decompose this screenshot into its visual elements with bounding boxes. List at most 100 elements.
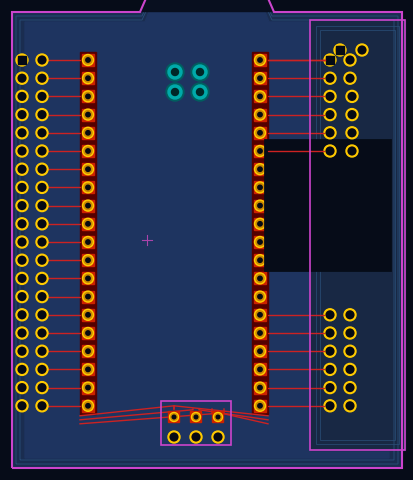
Bar [82, 54, 94, 66]
Circle shape [345, 127, 357, 139]
Circle shape [325, 93, 333, 100]
Circle shape [257, 131, 261, 135]
Circle shape [85, 276, 90, 281]
Circle shape [343, 345, 355, 357]
Circle shape [345, 402, 353, 410]
Bar [18, 56, 26, 64]
Circle shape [345, 74, 353, 82]
Circle shape [254, 55, 265, 65]
Circle shape [18, 129, 26, 137]
Circle shape [85, 331, 90, 335]
Circle shape [325, 384, 333, 392]
Circle shape [254, 364, 265, 375]
Circle shape [16, 200, 28, 212]
Circle shape [38, 256, 46, 264]
Circle shape [82, 237, 93, 248]
Bar [82, 108, 94, 120]
Circle shape [255, 384, 263, 392]
Circle shape [257, 385, 261, 390]
Circle shape [347, 92, 355, 100]
Circle shape [323, 363, 335, 375]
Circle shape [257, 112, 261, 117]
Circle shape [85, 185, 90, 190]
Circle shape [18, 92, 26, 100]
Circle shape [84, 311, 92, 319]
Bar [254, 345, 266, 357]
Circle shape [255, 147, 263, 155]
Circle shape [18, 110, 26, 119]
Circle shape [345, 56, 353, 64]
Circle shape [254, 182, 265, 193]
Polygon shape [140, 0, 273, 12]
Bar [309, 20, 404, 450]
Circle shape [38, 93, 46, 100]
Circle shape [325, 402, 333, 409]
Circle shape [18, 275, 26, 282]
Bar [254, 254, 266, 266]
Circle shape [18, 238, 26, 246]
Circle shape [38, 347, 46, 355]
Circle shape [38, 74, 46, 82]
Circle shape [323, 345, 335, 357]
Circle shape [84, 256, 92, 264]
Bar [254, 218, 266, 230]
Circle shape [18, 311, 26, 319]
Circle shape [36, 218, 48, 230]
Bar [252, 52, 267, 414]
Circle shape [18, 111, 26, 119]
Circle shape [254, 109, 265, 120]
Circle shape [347, 147, 355, 155]
Circle shape [254, 327, 265, 338]
Circle shape [325, 348, 333, 355]
Circle shape [84, 92, 92, 100]
Circle shape [82, 164, 93, 175]
Circle shape [343, 72, 355, 84]
Circle shape [38, 384, 46, 391]
Circle shape [36, 181, 48, 193]
Bar [309, 20, 404, 450]
Circle shape [254, 382, 265, 393]
Circle shape [255, 275, 263, 282]
Circle shape [16, 72, 28, 84]
Circle shape [254, 127, 265, 138]
Circle shape [85, 349, 90, 353]
Circle shape [257, 240, 261, 244]
Bar [254, 327, 266, 339]
Bar [190, 411, 201, 422]
Circle shape [257, 294, 261, 299]
Circle shape [345, 145, 357, 157]
Circle shape [345, 366, 353, 373]
Circle shape [345, 365, 353, 373]
Circle shape [325, 365, 333, 373]
Circle shape [36, 327, 48, 339]
Circle shape [36, 290, 48, 302]
Circle shape [325, 311, 333, 319]
Circle shape [254, 145, 265, 156]
Circle shape [38, 275, 46, 282]
Circle shape [325, 329, 333, 337]
Circle shape [16, 163, 28, 175]
Circle shape [85, 312, 90, 317]
Circle shape [36, 254, 48, 266]
Circle shape [343, 327, 355, 339]
Circle shape [16, 218, 28, 230]
Circle shape [38, 348, 46, 355]
Bar [254, 72, 266, 84]
Circle shape [18, 56, 26, 64]
Bar [325, 56, 333, 64]
Circle shape [16, 54, 28, 66]
Circle shape [38, 366, 46, 373]
Circle shape [18, 183, 26, 192]
Circle shape [38, 56, 46, 64]
Circle shape [255, 183, 263, 192]
Circle shape [345, 347, 353, 355]
Circle shape [325, 56, 333, 64]
Bar [82, 236, 94, 248]
Circle shape [85, 258, 90, 263]
Bar [254, 127, 266, 139]
Circle shape [190, 431, 202, 443]
Circle shape [357, 46, 365, 54]
Circle shape [323, 327, 335, 339]
Circle shape [38, 147, 46, 155]
Circle shape [82, 255, 93, 266]
